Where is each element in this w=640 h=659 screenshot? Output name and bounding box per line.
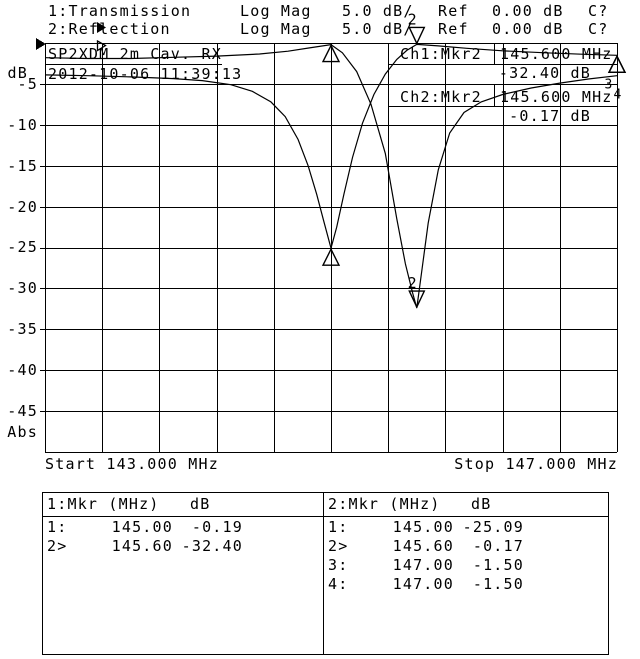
ch2-readout-value: -0.17 dB — [509, 107, 591, 125]
y-tick-label: -15 — [7, 157, 38, 175]
marker-table: 1:Mkr (MHz) dB 1: 145.00 -0.19 2> 145.60 -32.… — [42, 492, 609, 655]
channel1-active-indicator-icon — [35, 5, 107, 53]
y-tick-label: -40 — [7, 361, 38, 379]
marker-row: 4: 147.00 -1.50 — [328, 576, 608, 595]
marker-row: 1: 145.00 -0.19 — [47, 519, 323, 538]
marker-table-ch2-unit: dB — [471, 495, 492, 513]
marker-number: 4: — [328, 575, 349, 593]
marker-table-ch2-title: 2:Mkr (MHz) — [328, 495, 441, 513]
x-start-label: Start 143.000 MHz — [45, 455, 219, 473]
y-axis-unit: dB — [7, 64, 28, 82]
ch1-readout-value: -32.40 dB — [498, 64, 591, 82]
marker-freq: 145.00 — [111, 518, 173, 536]
marker-2-transmission-icon — [408, 290, 426, 309]
marker-label: 2 — [408, 274, 418, 292]
header-channel1: 1:Transmission Log Mag 5.0 dB/ Ref 0.00 … — [0, 2, 640, 33]
marker-value: -25.09 — [462, 518, 524, 536]
ch2-readout-channel: Ch2:Mkr2 — [400, 88, 482, 106]
header-channel2: 2:Reflection Log Mag 5.0 dB/ Ref 0.00 dB… — [0, 20, 640, 52]
channel2-title: 2:Reflection — [48, 20, 171, 38]
marker-number: 1: — [328, 518, 349, 536]
marker-row: 3: 147.00 -1.50 — [328, 557, 608, 576]
marker-freq: 145.60 — [392, 537, 454, 555]
plot-title: SP2XDM 2m Cav. RX — [48, 45, 222, 63]
channel1-cal-status: C? — [588, 2, 609, 20]
marker-table-ch1-unit: dB — [190, 495, 211, 513]
marker-table-ch1: 1:Mkr (MHz) dB 1: 145.00 -0.19 2> 145.60 -32.… — [43, 493, 323, 654]
channel1-title: 1:Transmission — [48, 2, 192, 20]
marker-1-reflection-icon — [321, 247, 341, 266]
marker-number: 3: — [328, 556, 349, 574]
marker-row: 2> 145.60 -0.17 — [328, 538, 608, 557]
marker-row: 1: 145.00 -25.09 — [328, 519, 608, 538]
marker-table-header-divider — [43, 516, 608, 517]
marker-freq: 147.00 — [392, 575, 454, 593]
marker-number: 2> — [328, 537, 349, 555]
marker-number: 2> — [47, 537, 68, 555]
marker-value: -0.17 — [472, 537, 524, 555]
marker-number: 1: — [47, 518, 68, 536]
channel1-scale: 5.0 dB/ — [342, 2, 414, 20]
ch1-readout-channel: Ch1:Mkr2 — [400, 45, 482, 63]
trace-transmission — [44, 43, 618, 309]
marker-label: 4 — [613, 87, 622, 102]
y-tick-label: -25 — [7, 238, 38, 256]
marker-table-ch1-title: 1:Mkr (MHz) — [47, 495, 160, 513]
x-stop-label: Stop 147.000 MHz — [454, 455, 618, 473]
y-axis-bottom-label: Abs — [7, 423, 38, 441]
marker-value: -1.50 — [472, 575, 524, 593]
marker-value: -1.50 — [472, 556, 524, 574]
y-tick-label: -30 — [7, 279, 38, 297]
channel1-ref-label: Ref — [438, 2, 469, 20]
marker-value: -32.40 — [181, 537, 243, 555]
channel2-format: Log Mag — [240, 20, 312, 38]
y-tick-label: -5 — [17, 75, 38, 93]
ch2-readout-freq: 145.600 MHz — [500, 88, 613, 106]
marker-freq: 145.00 — [392, 518, 454, 536]
channel2-ref-value: 0.00 dB — [492, 20, 564, 38]
marker-freq: 147.00 — [392, 556, 454, 574]
y-tick-label: -35 — [7, 320, 38, 338]
marker-value: -0.19 — [191, 518, 243, 536]
marker-table-ch2-header: 2:Mkr (MHz) dB — [328, 496, 608, 512]
marker-1-transmission-icon — [321, 43, 341, 63]
ch1-readout-freq: 145.600 MHz — [500, 45, 613, 63]
channel2-ref-label: Ref — [438, 20, 469, 38]
marker-table-ch2: 2:Mkr (MHz) dB 1: 145.00 -25.09 2> 145.60 -0.… — [323, 493, 608, 654]
marker-row: 2> 145.60 -32.40 — [47, 538, 323, 557]
channel2-scale: 5.0 dB/ — [342, 20, 414, 38]
plot-timestamp: 2012-10-06 11:39:13 — [48, 65, 243, 83]
y-tick-label: -10 — [7, 116, 38, 134]
marker-table-ch1-header: 1:Mkr (MHz) dB — [47, 496, 323, 512]
channel1-format: Log Mag — [240, 2, 312, 20]
channel1-ref-value: 0.00 dB — [492, 2, 564, 20]
marker-freq: 145.60 — [111, 537, 173, 555]
channel2-cal-status: C? — [588, 20, 609, 38]
y-tick-label: -20 — [7, 198, 38, 216]
y-tick-label: -45 — [7, 402, 38, 420]
